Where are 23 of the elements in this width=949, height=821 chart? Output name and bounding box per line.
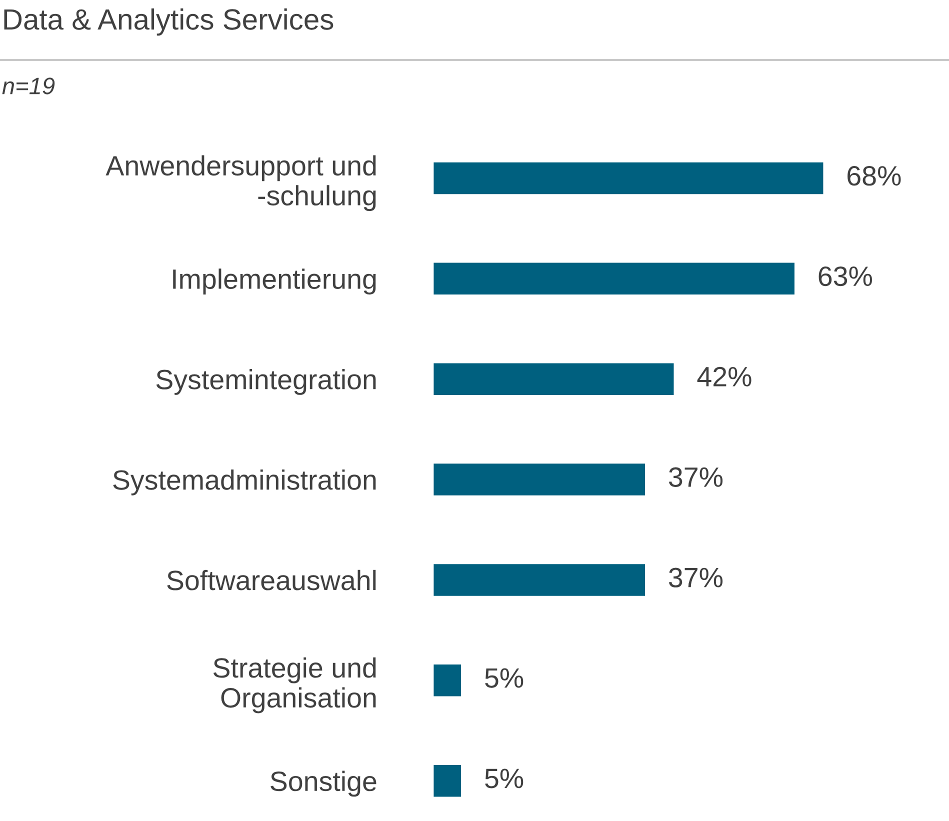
- data-label: 63%: [818, 266, 872, 286]
- y-tick-label: Systemintegration: [156, 369, 376, 395]
- bar: [433, 562, 646, 598]
- data-label: 37%: [668, 568, 723, 588]
- data-label: 68%: [848, 166, 901, 186]
- data-label: 37%: [668, 467, 723, 487]
- bar: [433, 764, 462, 798]
- data-label: 42%: [697, 366, 752, 386]
- text: n=19: [2, 78, 55, 94]
- bar: [433, 362, 676, 396]
- y-tick-label: Systemadministration: [113, 469, 376, 496]
- data-label: 5%: [485, 768, 524, 788]
- y-tick-label: Implementierung: [173, 268, 376, 294]
- bar: [433, 462, 646, 497]
- bar: [433, 261, 796, 296]
- text: Data & Analytics Services: [4, 8, 334, 36]
- y-tick-label: Strategie und Organisation: [213, 657, 376, 714]
- bar: [433, 160, 825, 196]
- y-tick-label: Anwendersupport und -schulung: [106, 155, 376, 212]
- data-label: 5%: [485, 668, 524, 688]
- y-tick-label: Softwareauswahl: [167, 570, 376, 590]
- y-tick-label: Sonstige: [270, 770, 376, 797]
- bar: [433, 663, 462, 698]
